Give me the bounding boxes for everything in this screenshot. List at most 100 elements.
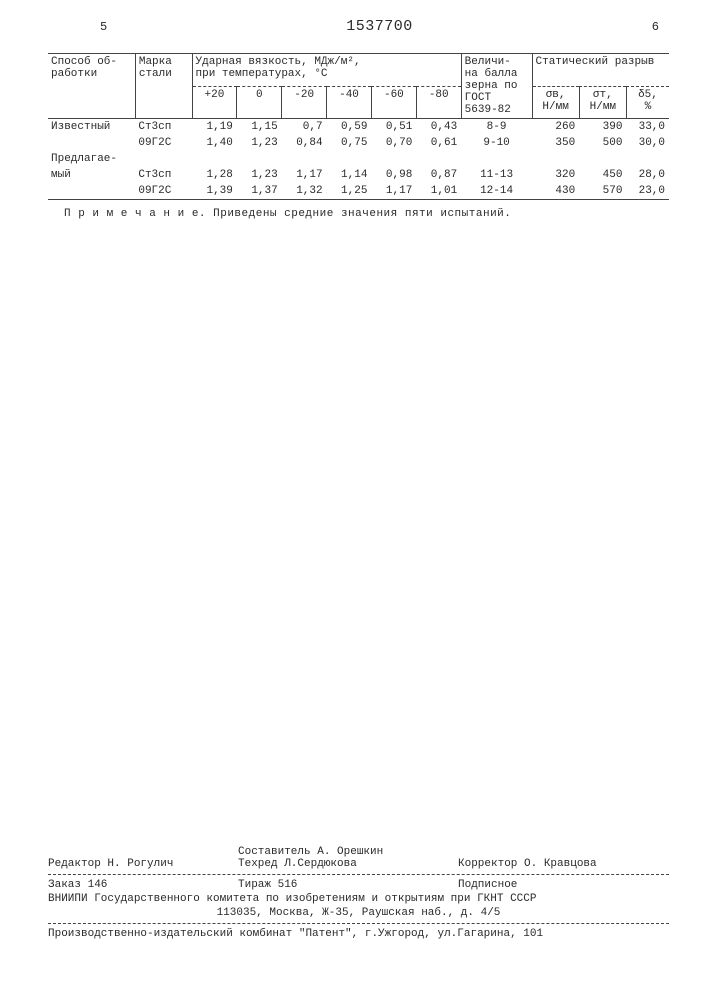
table-cell: 1,15 [237, 119, 282, 136]
table-cell: 0,43 [416, 119, 461, 136]
table-cell: 09Г2С [135, 183, 192, 200]
table-cell: 28,0 [626, 167, 669, 183]
table-cell: 1,17 [371, 183, 416, 200]
table-cell: 350 [532, 135, 579, 151]
table-cell: 1,25 [327, 183, 372, 200]
table-cell: 30,0 [626, 135, 669, 151]
table-cell: 0,7 [282, 119, 327, 136]
table-cell: 1,01 [416, 183, 461, 200]
table-cell [135, 151, 192, 167]
footer-row: Составитель А. Орешкин [48, 846, 669, 858]
table-row: мыйСт3сп1,281,231,171,140,980,8711-13320… [48, 167, 669, 183]
table-note: П р и м е ч а н и е. Приведены средние з… [48, 208, 669, 220]
table-cell: 0,70 [371, 135, 416, 151]
table-cell: 1,19 [192, 119, 237, 136]
col-static-group: Статический разрыв [532, 54, 669, 87]
col-temp: -40 [327, 87, 372, 119]
page: 5 1537700 6 Способ об- работки Марка [0, 0, 707, 1000]
table-row: 09Г2С1,401,230,840,750,700,619-103505003… [48, 135, 669, 151]
col-label: σв, [546, 89, 566, 101]
page-number-right: 6 [652, 20, 659, 34]
table-cell: 390 [579, 119, 626, 136]
col-temp: -20 [282, 87, 327, 119]
divider [48, 874, 669, 875]
table-subheader-row: +20 0 -20 -40 -60 -80 σв, Н/мм σт, Н/мм … [48, 87, 669, 119]
table-cell: 1,14 [327, 167, 372, 183]
table-cell: 9-10 [461, 135, 532, 151]
org-line-2: 113035, Москва, Ж-35, Раушская наб., д. … [48, 907, 669, 919]
col-label: Способ об- [51, 56, 117, 68]
table-cell: 12-14 [461, 183, 532, 200]
page-number-left: 5 [100, 20, 107, 34]
col-label: Марка [139, 56, 172, 68]
col-toughness-group: Ударная вязкость, МДж/м², при температур… [192, 54, 461, 87]
order: Заказ 146 [48, 879, 238, 891]
table-cell: 0,87 [416, 167, 461, 183]
table-cell: 0,61 [416, 135, 461, 151]
table-cell [327, 151, 372, 167]
table-cell: 8-9 [461, 119, 532, 136]
col-label: работки [51, 68, 97, 80]
col-label: на балла [465, 68, 518, 80]
col-steel: Марка стали [135, 54, 192, 87]
techred: Техред Л.Сердюкова [238, 858, 458, 870]
compiler: Составитель А. Орешкин [238, 846, 458, 858]
table-row: Предлагае- [48, 151, 669, 167]
table-row: ИзвестныйСт3сп1,191,150,70,590,510,438-9… [48, 119, 669, 136]
imprint-footer: Составитель А. Орешкин Редактор Н. Рогул… [48, 846, 669, 940]
col-temp: -80 [416, 87, 461, 119]
table-cell: 0,75 [327, 135, 372, 151]
table-cell: Ст3сп [135, 167, 192, 183]
table-cell: 1,17 [282, 167, 327, 183]
table-cell: 1,23 [237, 167, 282, 183]
footer-row: Редактор Н. Рогулич Техред Л.Сердюкова К… [48, 858, 669, 870]
table-cell: 320 [532, 167, 579, 183]
table-cell [48, 183, 135, 200]
tirazh: Тираж 516 [238, 879, 458, 891]
table-cell: Ст3сп [135, 119, 192, 136]
editor: Редактор Н. Рогулич [48, 858, 238, 870]
table-cell: 0,51 [371, 119, 416, 136]
col-sb: σв, Н/мм [532, 87, 579, 119]
table-cell: 23,0 [626, 183, 669, 200]
col-st: σт, Н/мм [579, 87, 626, 119]
table-cell [626, 151, 669, 167]
table-cell [237, 151, 282, 167]
table-cell: 260 [532, 119, 579, 136]
table-cell: 1,23 [237, 135, 282, 151]
table-cell: мый [48, 167, 135, 183]
sign: Подписное [458, 879, 669, 891]
table-cell [532, 151, 579, 167]
header: 5 1537700 6 [48, 18, 669, 45]
table-cell: Известный [48, 119, 135, 136]
col-label: % [645, 101, 652, 113]
table-cell: 1,32 [282, 183, 327, 200]
col-s5: δ5, % [626, 87, 669, 119]
col-label: δ5, [638, 89, 658, 101]
table-header-row: Способ об- работки Марка стали Ударная в… [48, 54, 669, 87]
table-cell: 11-13 [461, 167, 532, 183]
col-temp: -60 [371, 87, 416, 119]
table-cell: 430 [532, 183, 579, 200]
table-cell: 450 [579, 167, 626, 183]
col-label: Величи- [465, 56, 511, 68]
col-temp: 0 [237, 87, 282, 119]
col-label: при температурах, °С [196, 68, 328, 80]
table-cell: 570 [579, 183, 626, 200]
col-label: σт, [593, 89, 613, 101]
col-grain: Величи- на балла зерна по ГОСТ 5639-82 [461, 54, 532, 119]
table-cell [416, 151, 461, 167]
printer-line: Производственно-издательский комбинат "П… [48, 928, 669, 940]
table-cell [282, 151, 327, 167]
table-cell: 500 [579, 135, 626, 151]
col-label: Ударная вязкость, МДж/м², [196, 56, 361, 68]
col-method: Способ об- работки [48, 54, 135, 87]
table-cell: 1,39 [192, 183, 237, 200]
divider [48, 923, 669, 924]
table-cell: 1,28 [192, 167, 237, 183]
table-cell: 1,37 [237, 183, 282, 200]
table-cell [461, 151, 532, 167]
table-cell [192, 151, 237, 167]
col-label: Н/мм [542, 101, 568, 113]
col-label: стали [139, 68, 172, 80]
